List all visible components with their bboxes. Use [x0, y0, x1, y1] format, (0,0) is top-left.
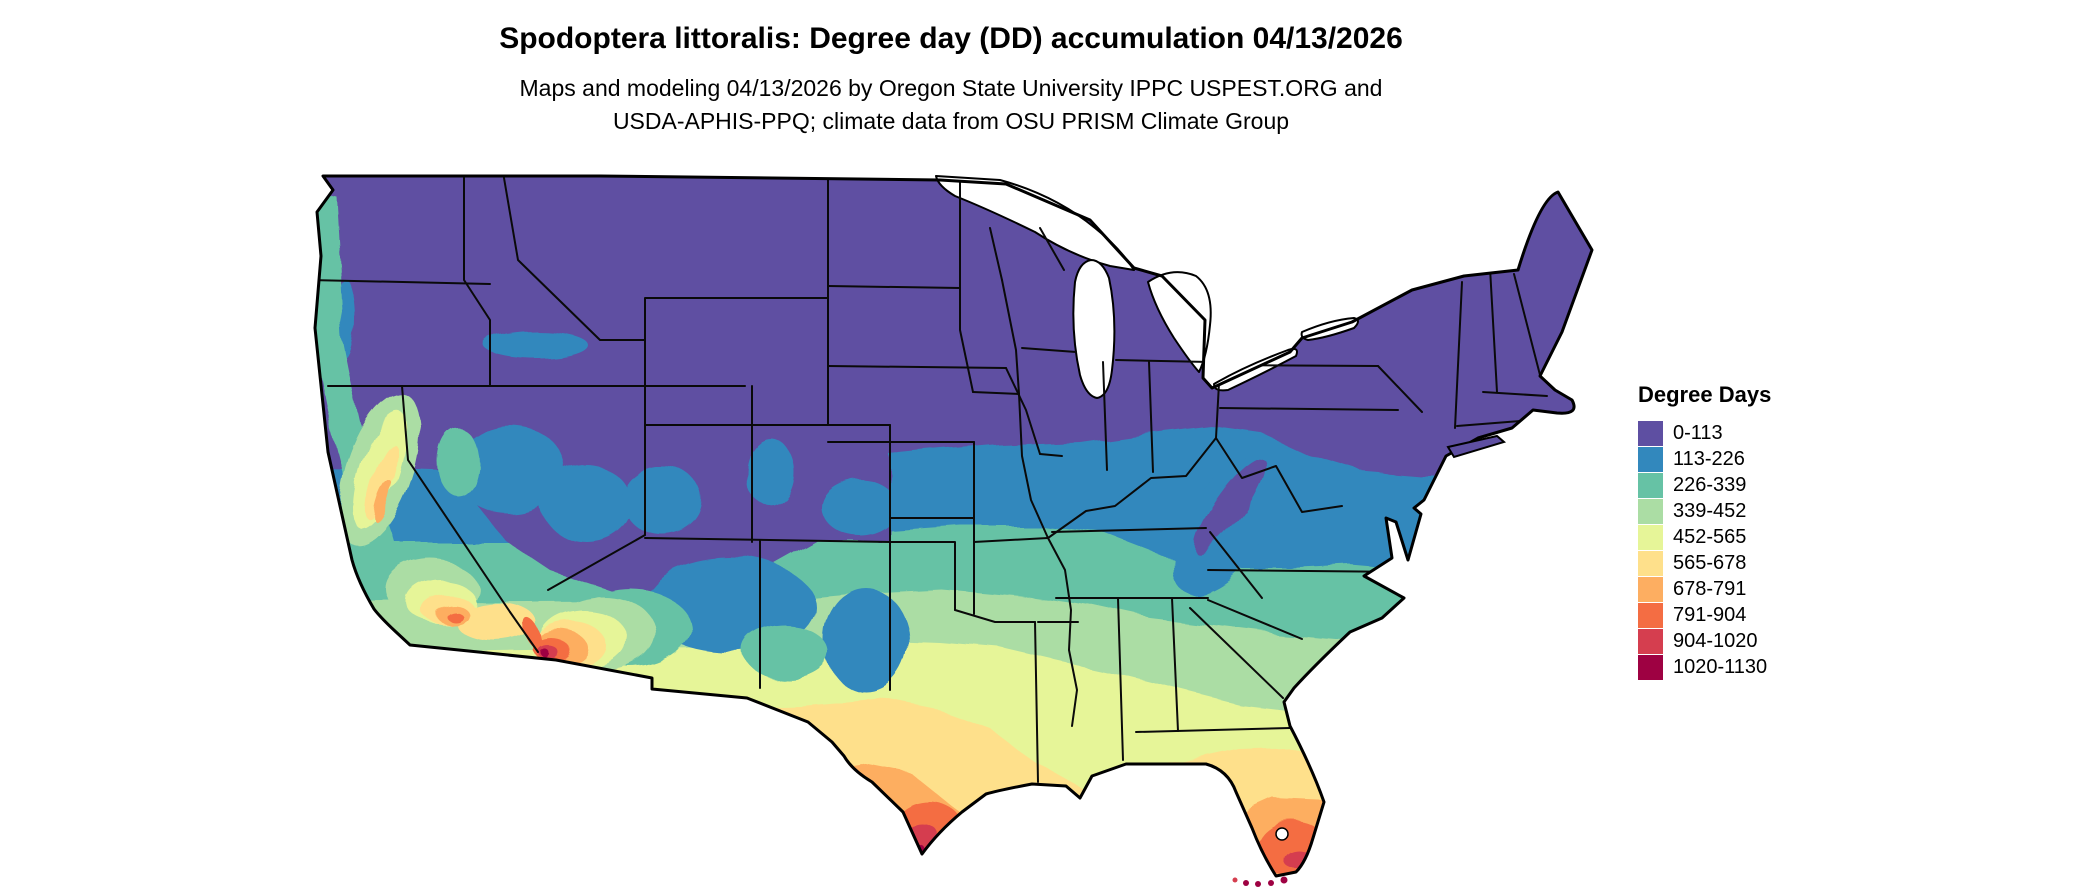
us-map-svg	[313, 174, 1594, 887]
figure-subtitle-line1: Maps and modeling 04/13/2026 by Oregon S…	[519, 75, 1383, 101]
legend-item-label: 678-791	[1673, 578, 1747, 600]
legend-swatch	[1638, 654, 1663, 680]
legend-swatch	[1638, 472, 1663, 498]
legend-swatch	[1638, 602, 1663, 628]
legend-item: 113-226	[1638, 446, 1868, 472]
us-outline	[313, 174, 1594, 878]
legend-item-label: 226-339	[1673, 474, 1747, 496]
lake-huron	[1147, 271, 1212, 373]
legend-item-label: 452-565	[1673, 526, 1747, 548]
legend-swatch	[1638, 420, 1663, 446]
legend-item-label: 0-113	[1673, 422, 1723, 444]
figure-title: Spodoptera littoralis: Degree day (DD) a…	[499, 22, 1403, 55]
legend-item: 226-339	[1638, 472, 1868, 498]
legend-title: Degree Days	[1638, 382, 1772, 407]
us-degree-day-map	[300, 170, 1600, 892]
legend-item: 904-1020	[1638, 628, 1868, 654]
legend-swatch	[1638, 628, 1663, 654]
figure-header: Spodoptera littoralis: Degree day (DD) a…	[0, 22, 1902, 138]
lake-okeechobee	[1275, 827, 1289, 841]
legend-item: 339-452	[1638, 498, 1868, 524]
legend-item: 1020-1130	[1638, 654, 1868, 680]
legend-item-label: 565-678	[1673, 552, 1747, 574]
legend-swatch	[1638, 550, 1663, 576]
great-lakes	[935, 175, 1359, 399]
lake-michigan	[1072, 259, 1116, 399]
legend-item: 791-904	[1638, 602, 1868, 628]
legend-item-label: 1020-1130	[1673, 656, 1768, 678]
florida-keys	[1232, 876, 1288, 887]
legend-item-label: 791-904	[1673, 604, 1747, 626]
map-legend: Degree Days 0-113 113-226 226-339 339-45…	[1638, 382, 1868, 680]
legend-item-label: 113-226	[1673, 448, 1745, 470]
legend-swatch	[1638, 524, 1663, 550]
legend-swatch	[1638, 446, 1663, 472]
legend-item: 0-113	[1638, 420, 1868, 446]
legend-items: 0-113 113-226 226-339 339-452 452-565 56…	[1638, 420, 1868, 680]
legend-item: 678-791	[1638, 576, 1868, 602]
long-island	[1446, 434, 1507, 459]
legend-item-label: 904-1020	[1673, 630, 1758, 652]
figure-subtitle: Maps and modeling 04/13/2026 by Oregon S…	[0, 72, 1902, 138]
legend-item: 452-565	[1638, 524, 1868, 550]
legend-swatch	[1638, 498, 1663, 524]
figure-subtitle-line2: USDA-APHIS-PPQ; climate data from OSU PR…	[612, 108, 1290, 134]
legend-item-label: 339-452	[1673, 500, 1747, 522]
legend-item: 565-678	[1638, 550, 1868, 576]
legend-swatch	[1638, 576, 1663, 602]
map-fill-layer	[315, 176, 1592, 876]
